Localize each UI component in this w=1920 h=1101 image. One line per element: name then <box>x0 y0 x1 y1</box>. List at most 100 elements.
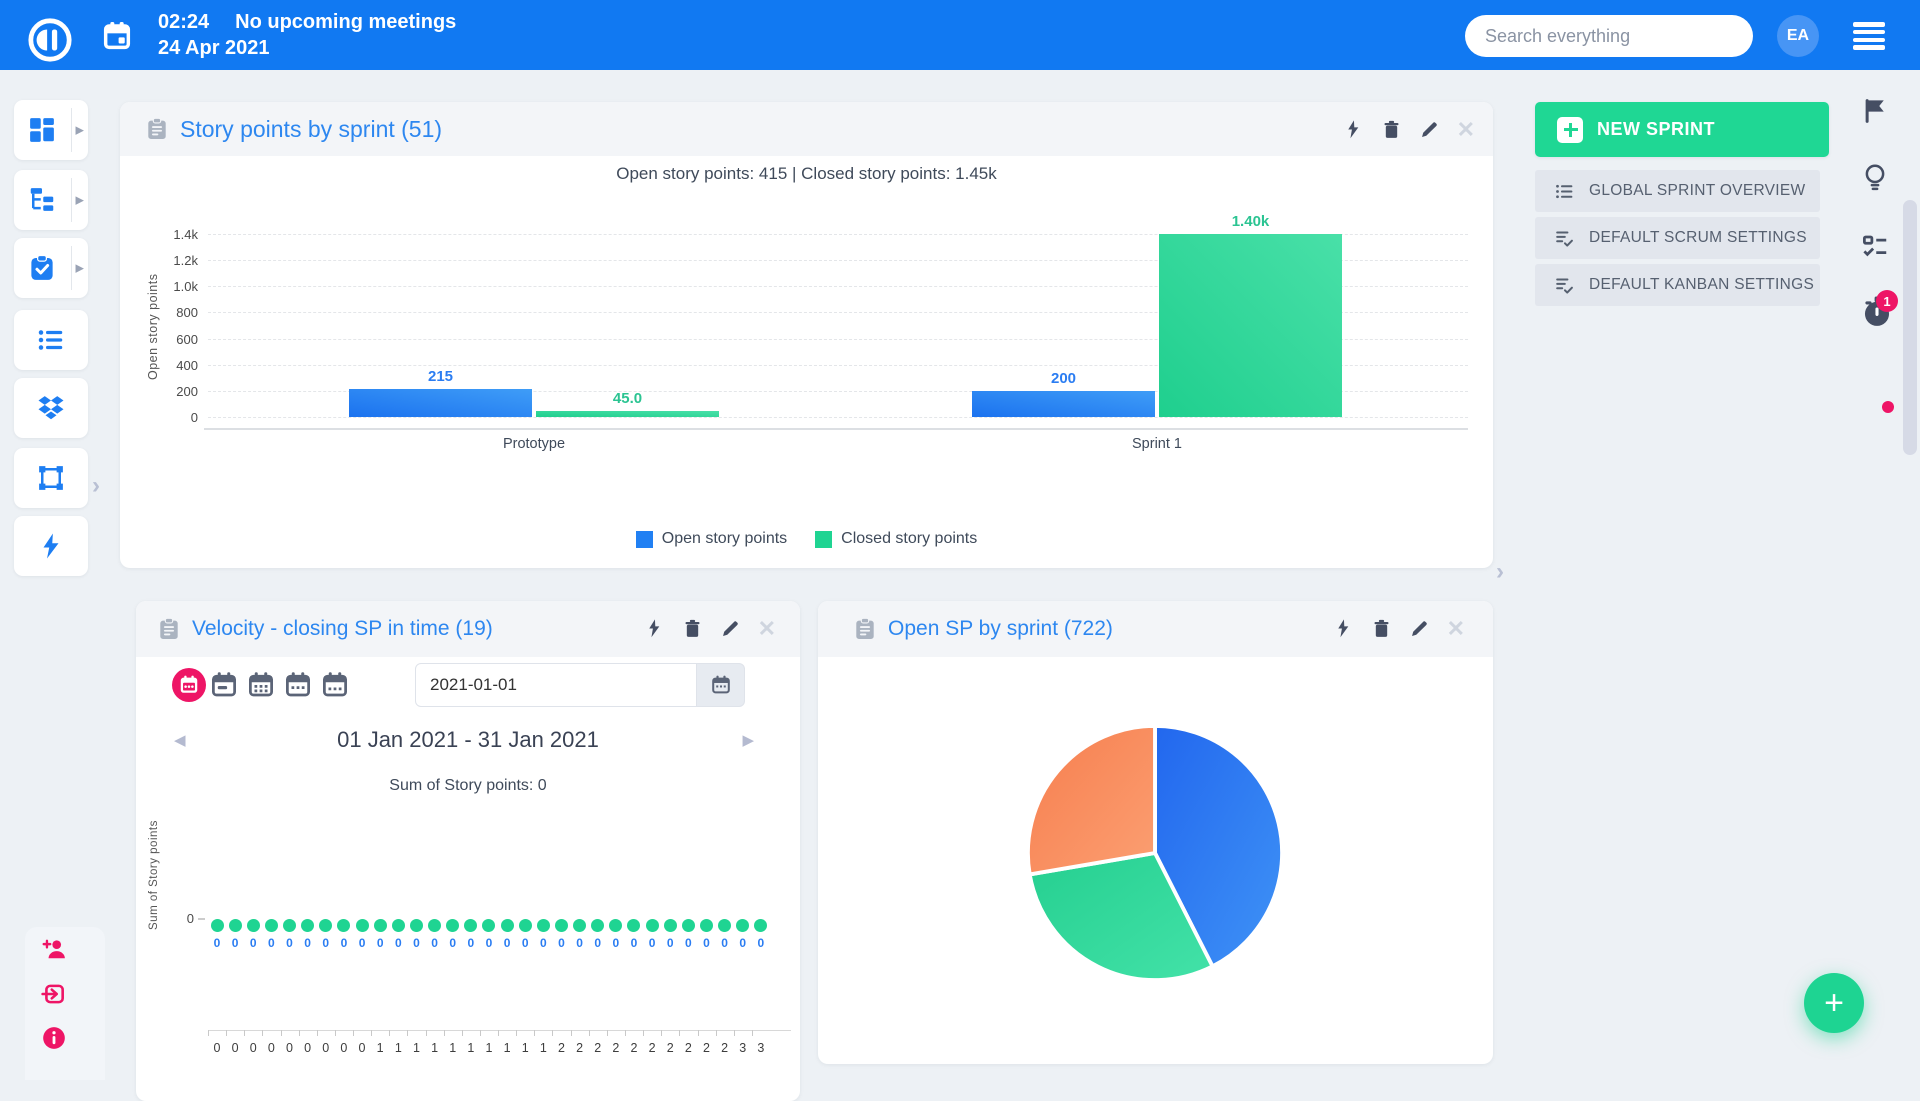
close-icon[interactable]: ✕ <box>757 615 776 641</box>
dot <box>663 918 677 932</box>
info-icon[interactable] <box>41 1025 67 1051</box>
xtick <box>624 1030 626 1036</box>
gridline <box>208 286 1468 288</box>
close-icon[interactable]: ✕ <box>1446 615 1465 641</box>
dot-val: 0 <box>485 936 493 950</box>
list-icon <box>36 325 66 355</box>
dot <box>428 918 442 932</box>
default-kanban-settings-button[interactable]: DEFAULT KANBAN SETTINGS <box>1535 264 1820 306</box>
lightbulb-icon[interactable] <box>1860 162 1890 192</box>
xlab: 1 <box>539 1041 547 1055</box>
sidebar-item-dashboards[interactable]: ▶ <box>14 100 88 160</box>
xlab: 2 <box>594 1041 602 1055</box>
dot-val: 0 <box>413 936 420 950</box>
xlab: 1 <box>376 1041 384 1055</box>
ytick: 200 <box>176 383 198 399</box>
dot <box>337 918 351 932</box>
period-week-button[interactable] <box>209 670 239 700</box>
ytick: 600 <box>176 331 198 347</box>
period-day-button[interactable] <box>172 668 206 702</box>
edit-pencil-icon[interactable] <box>1409 618 1430 639</box>
calendar-icon[interactable] <box>101 20 133 52</box>
widget-title: Story points by sprint (51) <box>180 115 443 142</box>
sidebar-item-boards[interactable] <box>14 448 88 508</box>
checklist-icon[interactable] <box>1860 232 1890 262</box>
delete-icon[interactable] <box>1381 119 1402 140</box>
panel-expander-chevron[interactable]: › <box>1496 558 1504 585</box>
period-quarter-button[interactable] <box>283 670 313 700</box>
app-logo-icon[interactable] <box>27 17 73 63</box>
flag-icon[interactable] <box>1860 96 1890 126</box>
gridline <box>208 417 1468 418</box>
xtick <box>244 1030 246 1036</box>
sidebar-expander-chevron[interactable]: › <box>92 472 100 499</box>
plus-square-icon <box>1557 116 1583 143</box>
dot-val: 0 <box>630 936 638 950</box>
bar-label: 45.0 <box>612 390 643 408</box>
period-year-button[interactable] <box>320 670 350 700</box>
dot-val: 0 <box>721 936 728 950</box>
widget-header: Open SP by sprint (722) ✕ <box>818 601 1493 657</box>
edit-pencil-icon[interactable] <box>720 618 741 639</box>
logout-icon[interactable] <box>41 981 67 1007</box>
delete-icon[interactable] <box>1371 618 1392 639</box>
date-picker-button[interactable] <box>697 663 745 707</box>
hamburger-menu-icon[interactable] <box>1853 22 1885 50</box>
automation-bolt-icon[interactable] <box>644 618 665 639</box>
widget-velocity: Velocity - closing SP in time (19) ✕ ◀ 0… <box>136 601 800 1101</box>
story-points-chart: 1.4k 1.2k 1.0k 800 600 400 200 0 Prototype 215 45.… <box>120 102 1493 568</box>
xtick <box>661 1030 663 1036</box>
dot <box>373 918 387 932</box>
search-input[interactable] <box>1465 15 1753 57</box>
dot-val: 0 <box>558 936 565 950</box>
bar <box>1159 234 1342 417</box>
list-icon <box>1554 181 1575 202</box>
xlab: 1 <box>467 1041 475 1055</box>
dot-val: 0 <box>213 936 221 950</box>
chevron-right-icon: ▶ <box>75 194 84 207</box>
sidebar-item-lists[interactable] <box>14 310 88 370</box>
xlab: 3 <box>739 1041 747 1055</box>
xlab: 0 <box>340 1041 348 1055</box>
new-sprint-button[interactable]: NEW SPRINT <box>1535 102 1829 157</box>
dot <box>718 918 732 932</box>
avatar[interactable]: EA <box>1777 15 1819 57</box>
legend-item: Open story points <box>635 530 787 548</box>
dot <box>264 918 278 932</box>
add-user-icon[interactable] <box>41 936 67 962</box>
xlab: 2 <box>703 1041 710 1055</box>
gridline <box>208 234 1468 236</box>
sidebar-item-automations[interactable] <box>14 516 88 576</box>
clipboard-check-icon <box>27 253 57 283</box>
dot <box>319 918 333 932</box>
edit-pencil-icon[interactable] <box>1419 119 1440 140</box>
cat-label: Sprint 1 <box>1132 436 1182 452</box>
scrollbar-thumb[interactable] <box>1903 200 1917 455</box>
xlab: 1 <box>449 1041 457 1055</box>
xtick <box>461 1030 463 1036</box>
previous-period-chevron[interactable]: ◀ <box>174 732 186 749</box>
dot-val: 0 <box>703 936 710 950</box>
xtick <box>316 1030 318 1036</box>
period-month-button[interactable] <box>246 670 276 700</box>
automation-bolt-icon[interactable] <box>1333 618 1354 639</box>
default-scrum-settings-button[interactable]: DEFAULT SCRUM SETTINGS <box>1535 217 1820 259</box>
add-fab-button[interactable]: + <box>1804 973 1864 1033</box>
global-sprint-overview-button[interactable]: GLOBAL SPRINT OVERVIEW <box>1535 170 1820 212</box>
gridline <box>208 260 1468 262</box>
sidebar-item-structure[interactable]: ▶ <box>14 170 88 230</box>
sidebar-item-dropbox[interactable] <box>14 378 88 438</box>
gridline <box>208 338 1468 340</box>
xtick <box>498 1030 500 1036</box>
xtick <box>389 1030 391 1036</box>
delete-icon[interactable] <box>682 618 703 639</box>
automation-bolt-icon[interactable] <box>1343 119 1364 140</box>
dot-val: 0 <box>521 936 529 950</box>
close-icon[interactable]: ✕ <box>1456 116 1475 142</box>
cat-label: Prototype <box>502 436 566 452</box>
date-picker-input[interactable] <box>415 663 697 707</box>
current-date: 24 Apr 2021 <box>158 37 270 59</box>
sidebar-item-tasks[interactable]: ▶ <box>14 238 88 298</box>
next-period-chevron[interactable]: ▶ <box>742 732 754 749</box>
legend-item: Closed story points <box>815 530 977 548</box>
